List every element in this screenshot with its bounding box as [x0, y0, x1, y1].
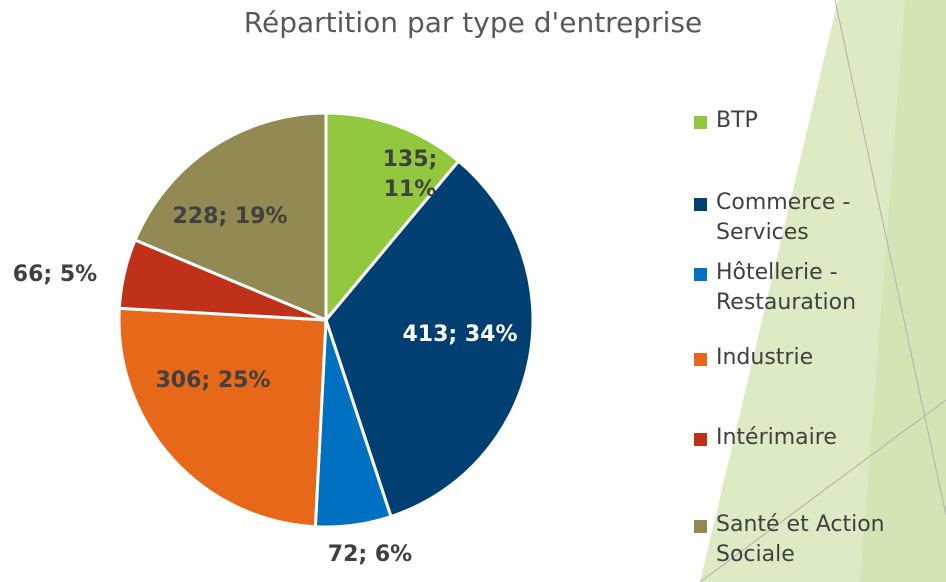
- data-label: 228; 19%: [172, 204, 288, 229]
- data-label: 306; 25%: [155, 368, 271, 393]
- data-label: 72; 6%: [327, 542, 413, 567]
- pie-slice: [117, 306, 328, 529]
- decor: [860, 0, 946, 582]
- legend-label: Commerce - Services: [716, 190, 851, 245]
- legend-item: Santé et Action Sociale: [694, 510, 946, 570]
- legend-swatch: [694, 116, 707, 129]
- legend-label: Santé et Action Sociale: [716, 512, 885, 567]
- decor-line: [834, 0, 946, 516]
- chart-title: Répartition par type d'entreprise: [243, 6, 703, 39]
- legend-item: Hôtellerie - Restauration: [694, 258, 906, 318]
- legend-label: BTP: [716, 108, 758, 133]
- legend-item: Industrie: [694, 343, 946, 373]
- pie-slice: [133, 111, 328, 323]
- legend-label: Intérimaire: [716, 425, 837, 450]
- pie: [117, 111, 535, 529]
- pie-slice: [324, 158, 535, 519]
- legend-swatch: [694, 268, 707, 281]
- legend-item: BTP: [694, 106, 946, 136]
- data-label: 66; 5%: [12, 262, 98, 287]
- legend-swatch: [694, 433, 707, 446]
- data-label: 413; 34%: [402, 322, 518, 347]
- decor-line: [699, 399, 946, 582]
- legend-item: Commerce - Services: [694, 188, 906, 248]
- legend-label: Industrie: [716, 345, 814, 370]
- data-label: 135; 11%: [382, 147, 438, 202]
- legend-swatch: [694, 520, 707, 533]
- pie-slice: [324, 111, 461, 325]
- legend-label: Hôtellerie - Restauration: [716, 260, 857, 315]
- legend-swatch: [694, 353, 707, 366]
- legend-item: Intérimaire: [694, 423, 946, 453]
- legend-swatch: [694, 198, 707, 211]
